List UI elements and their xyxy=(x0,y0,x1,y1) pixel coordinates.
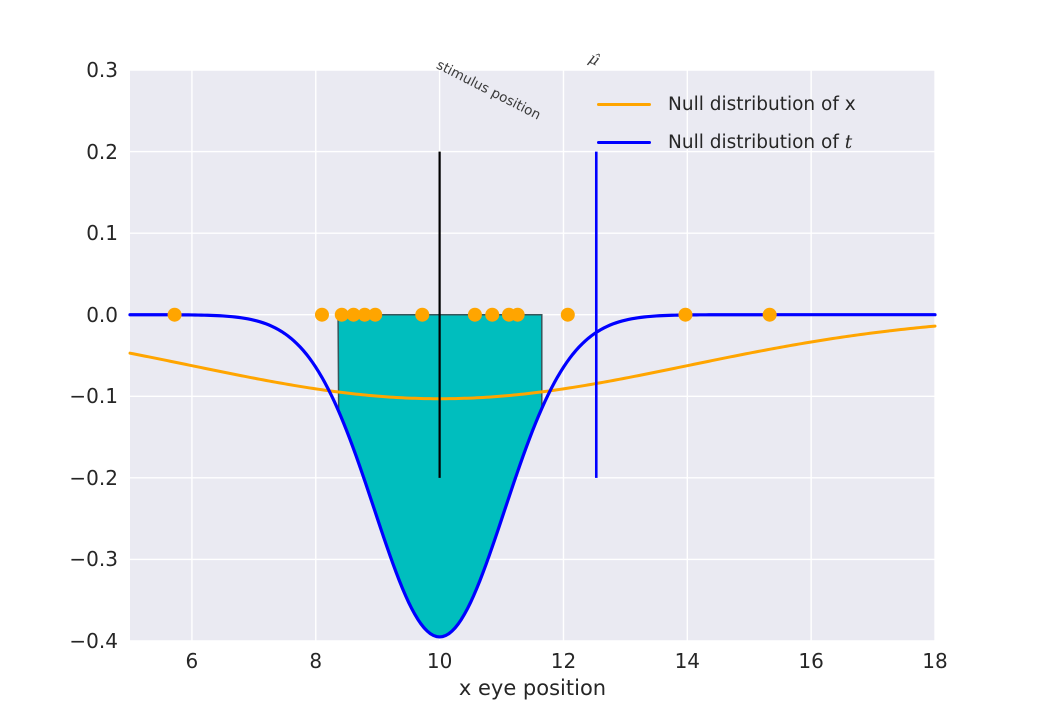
scatter-point xyxy=(167,307,182,322)
scatter-point xyxy=(357,307,372,322)
null-distribution-t-curve xyxy=(128,313,937,639)
legend: Null distribution of x Null distribution… xyxy=(597,91,856,156)
y-tick-label: 0.0 xyxy=(86,302,118,327)
legend-label-text: Null distribution of xyxy=(668,132,845,153)
scatter-point xyxy=(762,307,777,322)
legend-item-null-distribution-x: Null distribution of x xyxy=(597,91,856,118)
y-tick-label: −0.4 xyxy=(69,629,118,653)
legend-symbol: t xyxy=(844,132,853,153)
legend-line-blue xyxy=(597,140,651,145)
x-tick-label: 8 xyxy=(309,649,323,673)
x-tick-label: 12 xyxy=(550,649,577,673)
y-tick-label: −0.1 xyxy=(69,384,118,409)
scatter-point xyxy=(415,307,430,322)
scatter-point xyxy=(678,307,693,322)
x-tick-label: 18 xyxy=(922,649,948,673)
scatter-point xyxy=(334,307,349,322)
legend-label-text: Null distribution of xyxy=(668,94,845,115)
scatter-point xyxy=(467,307,482,322)
scatter-point xyxy=(314,307,329,322)
x-tick-label: 10 xyxy=(426,649,453,673)
x-tick-label: 6 xyxy=(185,649,199,673)
scatter-point xyxy=(346,307,361,322)
scatter-point xyxy=(560,307,575,322)
y-tick-label: 0.2 xyxy=(86,139,118,164)
legend-label: Null distribution of x xyxy=(668,94,856,115)
legend-label: Null distribution of t xyxy=(668,132,852,153)
x-tick-label: 16 xyxy=(798,649,824,673)
y-tick-label: −0.3 xyxy=(69,547,118,572)
x-axis-title: x eye position xyxy=(458,676,607,700)
legend-symbol: x xyxy=(844,94,856,115)
x-tick-label: 14 xyxy=(674,649,701,673)
scatter-point xyxy=(485,307,500,322)
legend-item-null-distribution-t: Null distribution of t xyxy=(597,129,856,156)
scatter-point xyxy=(510,307,525,322)
null-distribution-x-curve xyxy=(128,324,937,401)
y-tick-label: 0.1 xyxy=(86,221,118,246)
scatter-point xyxy=(368,307,383,322)
legend-line-orange xyxy=(597,102,651,107)
y-tick-label: 0.3 xyxy=(86,58,118,82)
y-tick-label: −0.2 xyxy=(69,465,118,490)
